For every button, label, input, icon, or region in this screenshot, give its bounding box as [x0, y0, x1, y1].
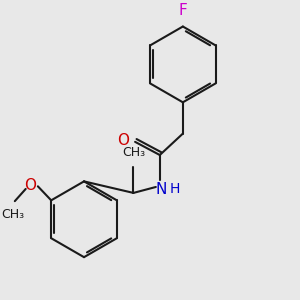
Text: F: F — [178, 3, 187, 18]
Text: H: H — [169, 182, 180, 197]
Text: CH₃: CH₃ — [2, 208, 25, 221]
Text: CH₃: CH₃ — [122, 146, 145, 159]
Text: O: O — [118, 133, 130, 148]
Text: N: N — [156, 182, 167, 197]
Text: O: O — [24, 178, 36, 193]
